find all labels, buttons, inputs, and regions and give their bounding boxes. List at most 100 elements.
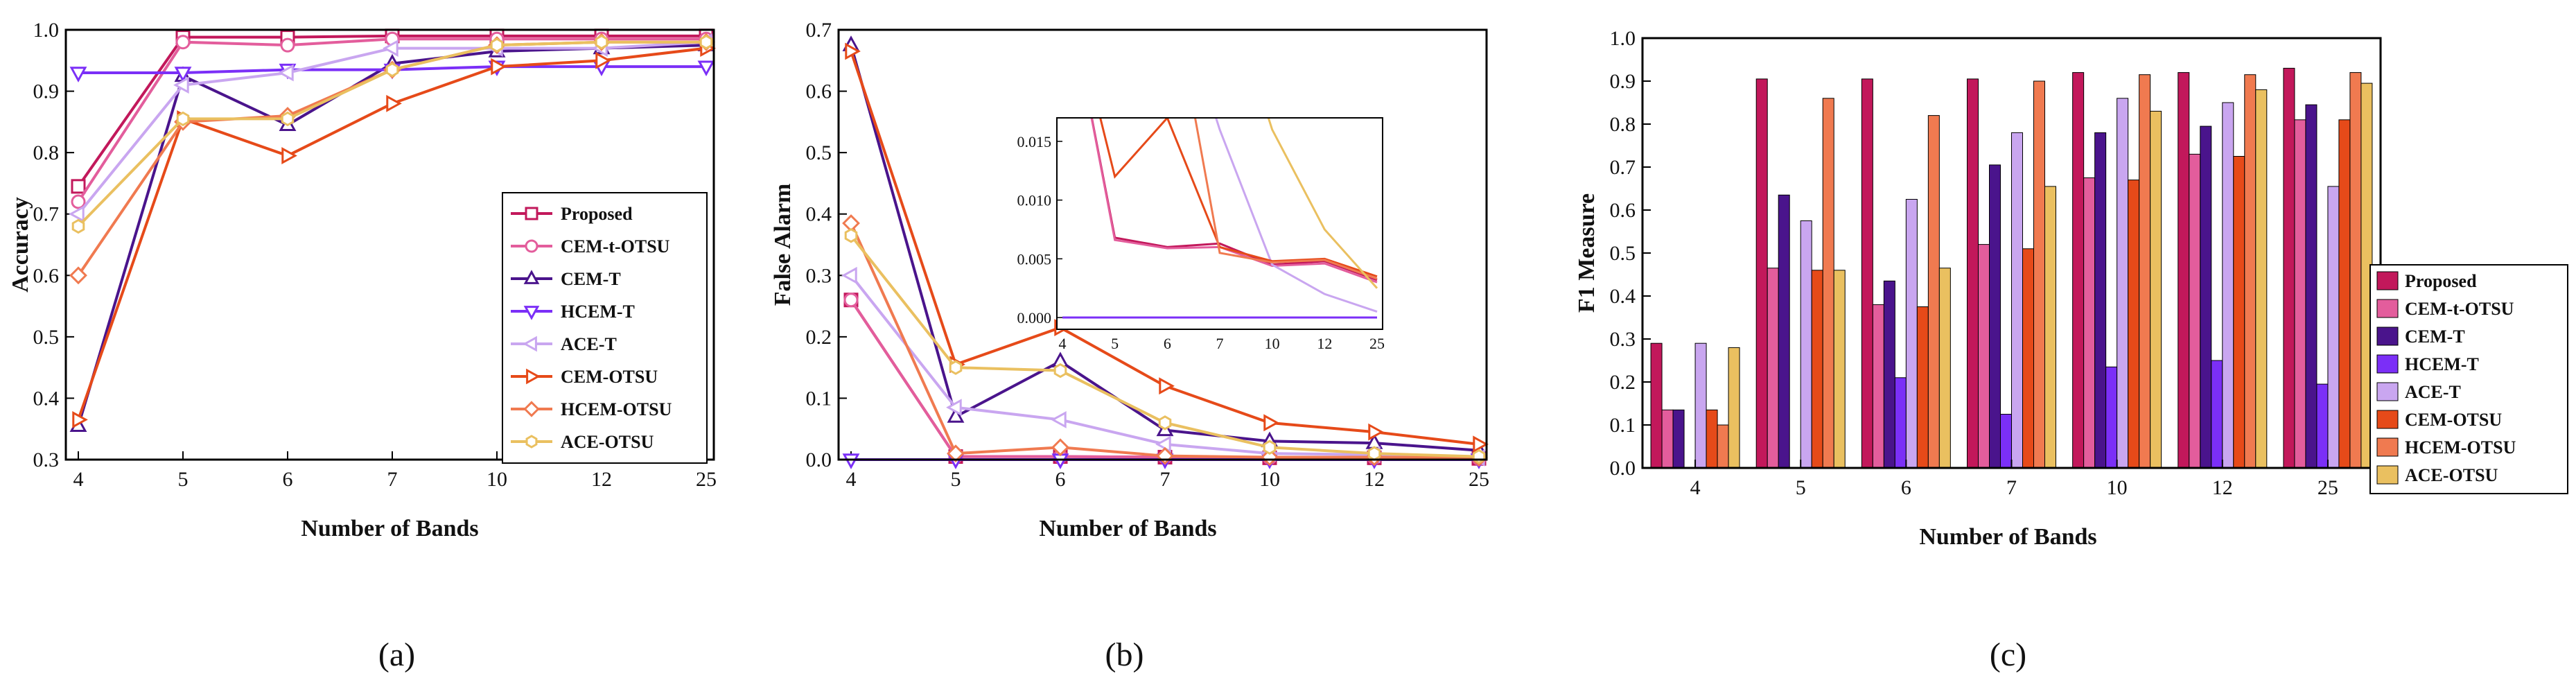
data-point: [71, 218, 85, 234]
legend-label: ACE-OTSU: [2405, 465, 2498, 485]
bar: [1778, 194, 1790, 469]
legend-label: Proposed: [561, 204, 633, 224]
x-tick-label: 12: [2212, 476, 2233, 499]
y-tick-label: 0.2: [806, 326, 832, 349]
inset-y-tick-label: 0.010: [1017, 192, 1052, 209]
data-point: [1473, 435, 1489, 453]
data-point: [1367, 446, 1381, 461]
data-point: [842, 453, 860, 469]
bar: [2327, 186, 2340, 469]
x-tick-label: 7: [1160, 468, 1171, 491]
bar: [1883, 280, 1895, 469]
y-tick-label: 0.7: [1610, 156, 1636, 179]
bar: [2128, 180, 2140, 469]
inset-y-tick-label: 0.015: [1017, 133, 1052, 150]
bar: [1916, 306, 1929, 469]
chart-c: 0.0 0.1 0.2 0.3 0.4 0.5 0.6 0.7 0.8 0.9 1.0 4 5 6 7 10 1…: [1574, 27, 2568, 673]
x-tick-label: 5: [951, 468, 961, 491]
data-point: [949, 360, 963, 375]
x-tick-label: 6: [1055, 468, 1066, 491]
y-tick-label: 0.5: [806, 141, 832, 164]
y-tick-label: 0.5: [33, 326, 60, 349]
legend-marker: [525, 239, 538, 253]
legend-label: ACE-T: [2405, 382, 2461, 402]
bar: [2222, 102, 2234, 469]
bar: [1728, 347, 1740, 469]
data-point: [281, 147, 297, 165]
data-point: [697, 60, 715, 77]
bar: [1694, 342, 1707, 469]
data-point: [844, 227, 858, 243]
x-tick-label: 4: [73, 468, 84, 491]
data-point: [595, 34, 608, 50]
legend-label: HCEM-OTSU: [561, 399, 672, 419]
legend-marker: [526, 368, 541, 385]
y-tick-label: 0.8: [33, 141, 60, 164]
x-tick-label: 4: [846, 468, 857, 491]
x-axis-title: Number of Bands: [301, 516, 478, 541]
x-tick-label: 25: [2317, 476, 2338, 499]
x-tick-label: 7: [387, 468, 398, 491]
inset-x-tick-label: 25: [1369, 335, 1385, 352]
bar: [1989, 164, 2001, 469]
bar: [2349, 72, 2362, 469]
y-axis-title: Accuracy: [8, 197, 33, 293]
bar: [2072, 72, 2085, 469]
y-tick-label: 0.4: [1610, 285, 1636, 308]
chart-b: 0.00.10.20.30.40.50.60.74 5 6 7 10 12 250.0000…: [770, 19, 1489, 673]
bar: [2117, 98, 2129, 469]
inset-x-tick-label: 4: [1059, 335, 1067, 352]
bar: [1755, 78, 1768, 469]
y-tick-label: 0.3: [1610, 328, 1636, 351]
x-tick-label: 4: [1690, 476, 1701, 499]
panel-label: (a): [378, 636, 415, 673]
y-axis-title: F1 Measure: [1574, 193, 1600, 313]
bar: [2033, 80, 2045, 469]
legend-label: Proposed: [2405, 271, 2477, 291]
bar: [1706, 409, 1718, 469]
legend-label: HCEM-OTSU: [2405, 437, 2516, 458]
data-point: [1472, 449, 1486, 464]
data-point: [174, 67, 192, 82]
bar: [2000, 414, 2012, 469]
bar: [1717, 424, 1729, 469]
plot-frame: [837, 28, 1488, 461]
y-tick-label: 0.1: [1610, 414, 1636, 437]
x-tick-label: 10: [2107, 476, 2128, 499]
inset-x-tick-label: 10: [1265, 335, 1280, 352]
data-point: [72, 410, 88, 428]
bar: [2255, 89, 2268, 469]
bar: [1861, 78, 1873, 469]
legend-marker: [523, 270, 540, 284]
data-point: [1158, 415, 1172, 431]
data-point: [385, 62, 399, 78]
data-point: [1053, 363, 1067, 379]
data-point: [71, 194, 86, 209]
bar: [2044, 186, 2056, 469]
legend-label: HCEM-T: [2405, 354, 2479, 374]
legend: Proposed CEM-t-OTSU CEM-T HCEM-T ACE-T CEM-OT…: [502, 192, 708, 464]
legend-marker: [525, 207, 538, 220]
plot-frame: [64, 28, 715, 461]
y-tick-label: 0.6: [33, 264, 60, 287]
legend-label: CEM-OTSU: [2405, 410, 2502, 430]
inset-series-line: [1267, 118, 1378, 289]
bar: [1822, 98, 1834, 469]
series-ace-otsu: [71, 34, 713, 234]
bar: [1978, 244, 1990, 469]
data-point: [280, 37, 295, 53]
bar: [2316, 383, 2329, 469]
legend-frame: [502, 192, 708, 464]
y-tick-label: 0.6: [1610, 199, 1636, 222]
bar: [1938, 268, 1951, 469]
bar: [2178, 72, 2190, 469]
bar: [2011, 132, 2023, 469]
y-tick-label: 0.4: [806, 203, 832, 226]
y-tick-label: 0.7: [806, 19, 832, 42]
y-tick-label: 0.6: [806, 80, 832, 103]
data-point: [1159, 377, 1175, 395]
x-tick-label: 6: [283, 468, 293, 491]
data-point: [1368, 423, 1384, 441]
